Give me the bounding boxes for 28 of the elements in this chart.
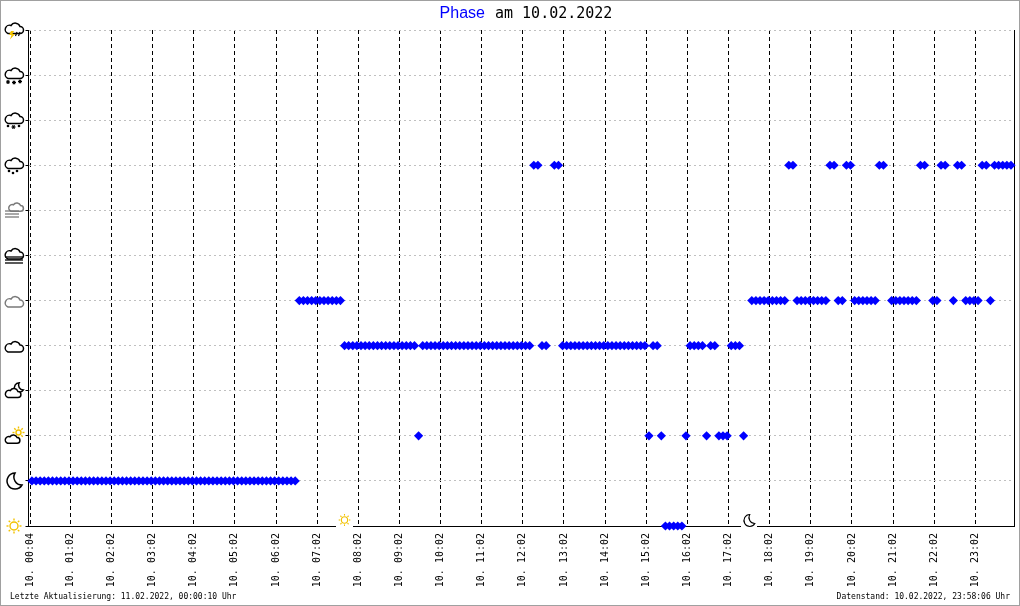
x-tick-label: 10. 12:02 bbox=[516, 533, 528, 588]
x-tick-label: 10. 13:02 bbox=[557, 533, 569, 588]
x-tick-label: 10. 08:02 bbox=[351, 533, 363, 588]
x-tick-label: 10. 02:02 bbox=[105, 533, 117, 588]
chart-title: am 10.02.2022 bbox=[494, 4, 613, 22]
x-tick-label: 10. 16:02 bbox=[680, 533, 692, 588]
x-tick-label: 10. 22:02 bbox=[927, 533, 939, 588]
x-tick-label: 10. 09:02 bbox=[393, 533, 405, 588]
x-tick-label: 10. 07:02 bbox=[310, 533, 322, 588]
x-tick-label: 10. 00:04 bbox=[24, 533, 36, 588]
text: Letzte Aktualisierung: 11.02.2022, 00:00:10 Uhr bbox=[10, 592, 237, 602]
x-tick-label: 10. 17:02 bbox=[722, 533, 734, 588]
x-tick-label: 10. 18:02 bbox=[763, 533, 775, 588]
x-tick-label: 10. 20:02 bbox=[845, 533, 857, 588]
x-tick-label: 10. 11:02 bbox=[475, 533, 487, 588]
x-tick-label: 10. 10:02 bbox=[434, 533, 446, 588]
text: Datenstand: 10.02.2022, 23:58:06 Uhr bbox=[836, 592, 1010, 602]
text: Phase bbox=[439, 4, 485, 21]
x-tick-label: 10. 23:02 bbox=[968, 533, 980, 588]
x-tick-label: 10. 03:02 bbox=[146, 533, 158, 588]
x-tick-label: 10. 15:02 bbox=[639, 533, 651, 588]
x-tick-label: 10. 05:02 bbox=[228, 533, 240, 588]
x-tick-label: 10. 01:02 bbox=[63, 533, 75, 588]
x-tick-label: 10. 06:02 bbox=[269, 533, 281, 588]
x-tick-label: 10. 14:02 bbox=[598, 533, 610, 588]
x-tick-label: 10. 19:02 bbox=[804, 533, 816, 588]
x-tick-label: 10. 21:02 bbox=[886, 533, 898, 588]
x-tick-label: 10. 04:02 bbox=[187, 533, 199, 588]
